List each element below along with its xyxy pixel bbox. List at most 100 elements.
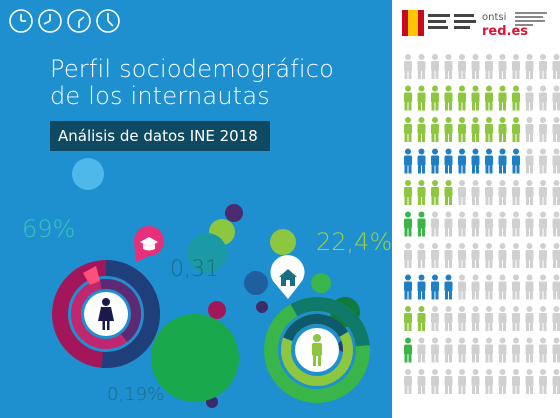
person-icon <box>404 54 412 79</box>
person-icon <box>539 180 547 205</box>
person-icon <box>498 180 507 205</box>
red-es-logo: red.es <box>482 24 528 38</box>
person-icon <box>471 369 480 394</box>
clock-icons <box>9 9 120 33</box>
person-icon <box>444 337 453 363</box>
person-icon <box>471 54 480 79</box>
person-icon <box>444 180 453 205</box>
person-icon <box>417 211 426 237</box>
logo-bar: ontsi red.es <box>402 10 547 38</box>
person-icon <box>525 180 534 205</box>
person-icon <box>471 211 480 237</box>
person-icon <box>525 211 534 237</box>
person-icon <box>417 180 426 205</box>
person-icon <box>539 369 547 394</box>
person-icon <box>525 54 534 79</box>
person-icon <box>525 243 534 268</box>
person-icon <box>417 337 426 363</box>
person-icon <box>431 85 439 111</box>
person-icon <box>471 337 480 363</box>
person-icon <box>471 306 480 331</box>
people-grid <box>404 54 560 394</box>
person-icon <box>485 85 493 111</box>
person-icon <box>471 85 480 111</box>
person-icon <box>525 337 534 363</box>
ontsi-logo: ontsi <box>482 12 506 23</box>
decor-bubble <box>311 273 331 293</box>
decor-bubble <box>72 158 104 190</box>
person-icon <box>417 54 426 79</box>
person-icon <box>417 306 426 331</box>
person-icon <box>431 148 439 174</box>
decor-bubble <box>256 301 268 313</box>
person-icon <box>404 117 412 142</box>
infographic-art <box>52 158 370 408</box>
person-icon <box>404 180 412 205</box>
person-icon <box>512 369 520 394</box>
person-icon <box>471 180 480 205</box>
decor-bubble <box>151 314 239 402</box>
person-icon <box>512 337 520 363</box>
person-icon <box>444 274 453 300</box>
person-icon <box>552 306 560 331</box>
person-icon <box>512 85 520 111</box>
person-icon <box>404 337 412 363</box>
person-icon <box>458 180 466 205</box>
person-icon <box>458 274 466 300</box>
person-icon <box>512 54 520 79</box>
person-icon <box>498 85 507 111</box>
decor-bubble <box>225 204 243 222</box>
person-icon <box>539 243 547 268</box>
stat-value-1: 69% <box>22 215 76 243</box>
person-icon <box>525 369 534 394</box>
person-icon <box>539 54 547 79</box>
person-icon <box>404 243 412 268</box>
clock-icon <box>9 9 33 33</box>
person-icon <box>431 211 439 237</box>
men-ring-chart <box>264 297 370 403</box>
page-title-line-1: Perfil sociodemográfico <box>50 55 335 83</box>
clock-icon <box>38 9 62 33</box>
person-icon <box>539 337 547 363</box>
person-icon <box>539 117 547 142</box>
person-icon <box>404 85 412 111</box>
person-icon <box>552 369 560 394</box>
spain-government-logo <box>402 10 476 36</box>
person-icon <box>525 148 534 174</box>
person-icon <box>539 274 547 300</box>
person-icon <box>485 117 493 142</box>
person-icon <box>552 274 560 300</box>
person-icon <box>458 337 466 363</box>
person-icon <box>404 369 412 394</box>
person-icon <box>458 54 466 79</box>
person-icon <box>525 117 534 142</box>
person-icon <box>485 211 493 237</box>
clock-icon <box>67 9 91 33</box>
person-icon <box>458 211 466 237</box>
person-icon <box>512 306 520 331</box>
person-icon <box>512 211 520 237</box>
person-icon <box>444 85 453 111</box>
person-icon <box>417 369 426 394</box>
person-icon <box>458 243 466 268</box>
person-icon <box>485 180 493 205</box>
person-icon <box>498 369 507 394</box>
stat-value-3: 22,4% <box>316 228 392 256</box>
person-icon <box>552 148 560 174</box>
person-icon <box>485 369 493 394</box>
person-icon <box>512 274 520 300</box>
person-icon <box>431 117 439 142</box>
person-icon <box>471 274 480 300</box>
person-icon <box>404 211 412 237</box>
person-icon <box>458 306 466 331</box>
person-icon <box>539 148 547 174</box>
stat-value-4: 0,19% <box>107 384 165 405</box>
person-icon <box>444 117 453 142</box>
stat-value-2: 0,31 <box>170 257 219 282</box>
person-icon <box>458 85 466 111</box>
person-icon <box>431 180 439 205</box>
person-icon <box>539 306 547 331</box>
person-icon <box>417 117 426 142</box>
person-icon <box>417 274 426 300</box>
house-icon <box>270 255 305 299</box>
